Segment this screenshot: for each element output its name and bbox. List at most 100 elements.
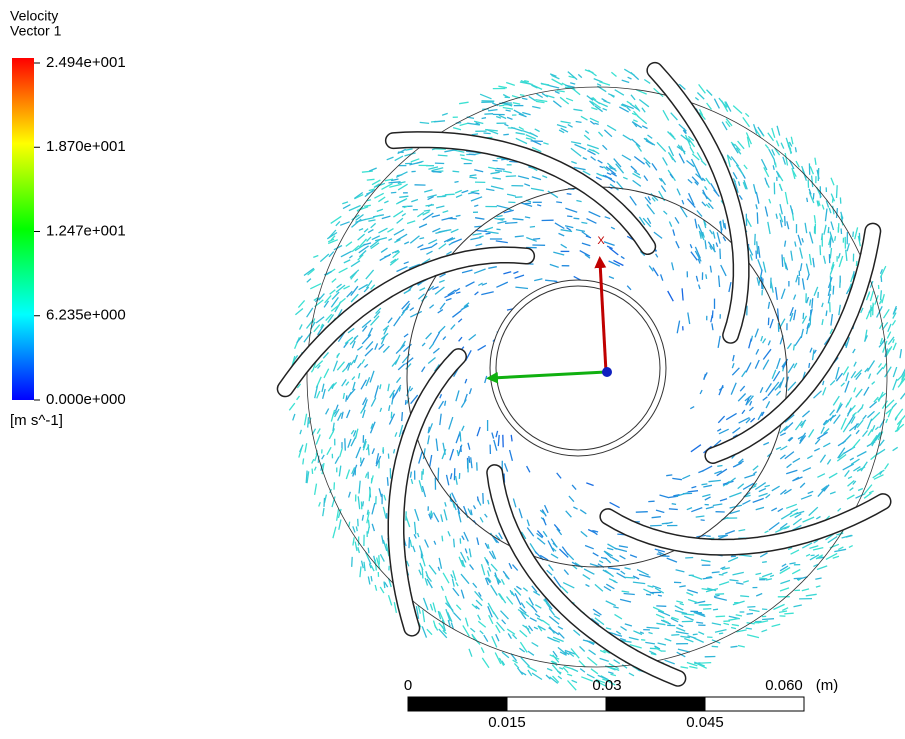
- velocity-vector: [513, 565, 518, 571]
- velocity-vector: [733, 355, 734, 361]
- velocity-vector: [436, 439, 438, 451]
- velocity-vector: [552, 79, 563, 85]
- velocity-vector: [677, 189, 680, 196]
- velocity-vector: [349, 256, 352, 258]
- velocity-vector: [622, 80, 630, 82]
- velocity-vector: [502, 620, 506, 624]
- velocity-vector: [747, 614, 753, 615]
- velocity-vector: [330, 290, 336, 295]
- velocity-vector: [714, 595, 720, 596]
- velocity-vector: [543, 518, 546, 525]
- velocity-vector: [342, 202, 348, 204]
- velocity-vector: [789, 563, 795, 564]
- velocity-vector: [570, 83, 575, 84]
- velocity-vector: [558, 676, 562, 679]
- velocity-vector: [763, 339, 766, 344]
- scale-label: 0.03: [592, 677, 621, 694]
- velocity-vector: [776, 287, 778, 300]
- velocity-vector: [550, 86, 559, 88]
- velocity-vector: [781, 289, 785, 299]
- velocity-vector: [691, 575, 703, 579]
- velocity-vector: [556, 202, 562, 203]
- velocity-vector: [368, 230, 373, 233]
- velocity-vector: [503, 108, 513, 110]
- velocity-vector: [762, 619, 774, 620]
- velocity-vector: [555, 91, 560, 93]
- velocity-vector: [765, 531, 769, 533]
- velocity-vector: [680, 604, 684, 605]
- velocity-vector: [830, 381, 835, 386]
- velocity-vector: [746, 628, 752, 629]
- velocity-vector: [754, 184, 756, 194]
- velocity-vector: [456, 605, 461, 610]
- velocity-vector: [438, 326, 445, 333]
- velocity-vector: [712, 572, 720, 573]
- velocity-vector: [656, 614, 664, 618]
- velocity-vector: [825, 209, 827, 222]
- velocity-vector: [332, 279, 336, 283]
- velocity-vector: [580, 251, 590, 257]
- velocity-vector: [688, 600, 698, 603]
- velocity-vector: [755, 234, 756, 245]
- velocity-vector: [312, 459, 314, 463]
- velocity-vector: [823, 381, 824, 385]
- velocity-vector: [422, 626, 426, 637]
- velocity-vector: [661, 274, 663, 280]
- velocity-vector: [705, 497, 711, 500]
- velocity-vector: [581, 677, 592, 681]
- velocity-vector: [305, 414, 307, 426]
- velocity-vector: [561, 244, 567, 248]
- velocity-vector: [391, 192, 396, 193]
- velocity-vector: [532, 606, 538, 613]
- velocity-vector: [672, 262, 674, 270]
- velocity-vector: [300, 324, 303, 329]
- velocity-vector: [753, 472, 756, 474]
- velocity-vector: [478, 621, 485, 627]
- velocity-vector: [485, 227, 493, 230]
- velocity-vector: [675, 217, 679, 223]
- velocity-vector: [696, 516, 705, 517]
- velocity-vector: [780, 377, 784, 388]
- velocity-vector: [750, 401, 752, 405]
- velocity-vector: [399, 196, 408, 197]
- velocity-vector: [806, 554, 810, 556]
- velocity-vector: [524, 184, 530, 186]
- velocity-vector: [703, 609, 711, 610]
- velocity-vector: [664, 211, 668, 214]
- velocity-vector: [725, 531, 735, 535]
- velocity-vector: [395, 432, 397, 436]
- velocity-vector: [773, 165, 774, 170]
- velocity-vector: [749, 339, 752, 349]
- velocity-vector: [787, 343, 791, 349]
- velocity-vector: [782, 608, 788, 611]
- velocity-vector: [745, 113, 749, 116]
- velocity-vector: [862, 404, 864, 409]
- velocity-vector: [700, 663, 711, 664]
- velocity-vector: [587, 145, 599, 149]
- velocity-vector: [756, 573, 762, 574]
- velocity-vector: [682, 475, 690, 479]
- velocity-vector: [481, 292, 493, 295]
- velocity-vector: [775, 529, 781, 532]
- velocity-vector: [585, 546, 594, 549]
- velocity-vector: [482, 564, 485, 575]
- velocity-vector: [682, 288, 683, 300]
- velocity-vector: [497, 206, 509, 209]
- velocity-vector: [303, 458, 304, 464]
- velocity-vector: [532, 673, 542, 680]
- velocity-vector: [655, 549, 665, 552]
- velocity-vector: [429, 565, 436, 574]
- velocity-vector: [814, 215, 815, 223]
- color-bar-label: 1.870e+001: [46, 138, 126, 155]
- velocity-vector: [625, 577, 635, 578]
- velocity-vector: [497, 221, 506, 223]
- velocity-vector: [346, 382, 349, 386]
- velocity-vector: [813, 548, 823, 550]
- velocity-vector: [838, 508, 841, 511]
- velocity-vector: [565, 208, 577, 212]
- velocity-vector: [723, 220, 724, 228]
- velocity-vector: [853, 232, 854, 237]
- velocity-vector: [609, 261, 620, 266]
- velocity-vector: [759, 578, 767, 579]
- velocity-vector: [714, 99, 719, 109]
